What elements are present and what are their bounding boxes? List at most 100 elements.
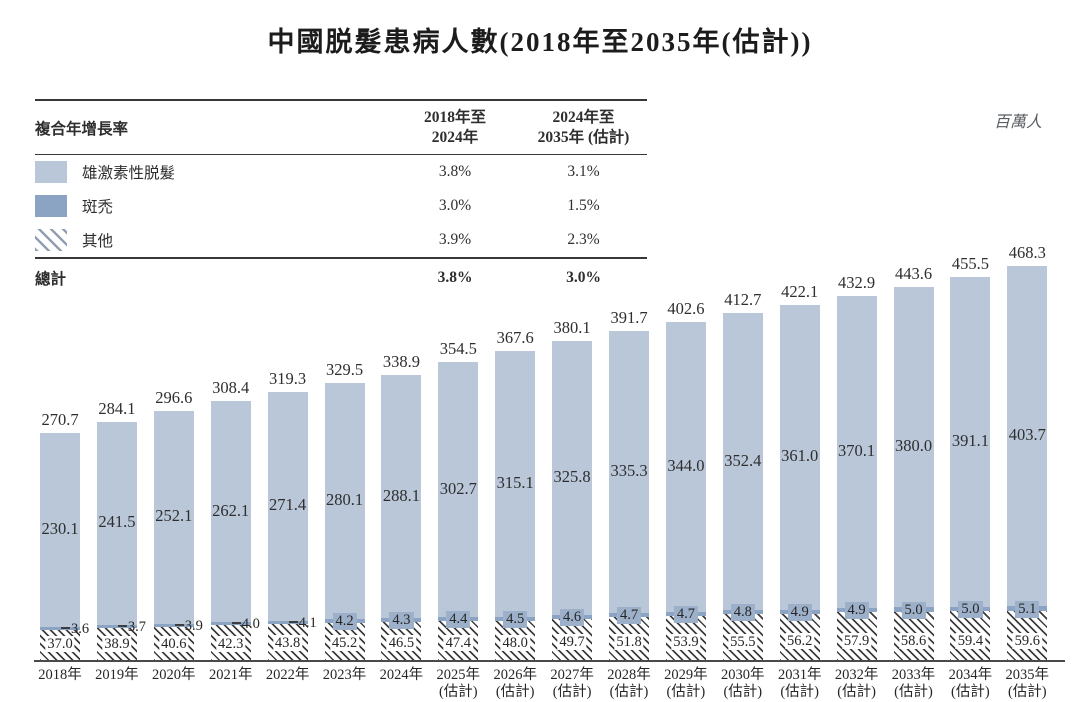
x-tick-year: 2024年 bbox=[379, 667, 424, 683]
androgenetic-value-label: 288.1 bbox=[382, 485, 420, 505]
x-tick-year: 2018年 bbox=[38, 667, 82, 683]
total-cagr-value: 3.8% bbox=[437, 269, 473, 286]
other-hatch-swatch-icon bbox=[35, 229, 67, 251]
total-value-label: 432.9 bbox=[838, 273, 876, 293]
androgenetic-value-label: 344.0 bbox=[667, 455, 705, 475]
areata-value-label: 4.3 bbox=[389, 611, 414, 629]
areata-value-label: 4.7 bbox=[616, 607, 642, 625]
areata-value-label: 4.1 bbox=[288, 615, 317, 632]
cagr-value: 1.5% bbox=[567, 197, 600, 214]
other-value-label: 53.9 bbox=[671, 633, 701, 650]
total-value-label: 270.7 bbox=[41, 409, 79, 429]
bar-2018年: 270.7 230.1 3.6 37.0 bbox=[40, 410, 89, 661]
areata-value-label: 5.0 bbox=[958, 600, 983, 618]
cagr-value: 3.9% bbox=[438, 231, 472, 248]
other-value-label: 37.0 bbox=[45, 636, 75, 653]
androgenetic-value-label: 262.1 bbox=[212, 500, 250, 520]
table-total-rule bbox=[35, 257, 647, 259]
other-value-label: 45.2 bbox=[329, 635, 360, 652]
bar-2020年: 296.6 252.1 3.9 40.6 bbox=[153, 388, 203, 661]
other-value-label: 59.4 bbox=[955, 633, 986, 649]
bar-2032年: 432.9 370.1 4.9 57.9 bbox=[836, 273, 877, 661]
androgenetic-value-label: 361.0 bbox=[781, 446, 819, 466]
bar-2021年: 308.4 262.1 4.0 42.3 bbox=[210, 378, 260, 661]
x-tick-estimate-note: (估計) bbox=[552, 684, 592, 700]
x-tick-label: 2030年 (估計) bbox=[721, 667, 765, 701]
legend-row-areata: 斑禿 3.0% 1.5% bbox=[35, 189, 647, 223]
bar-2035年: 468.3 403.7 5.1 59.6 bbox=[1007, 243, 1048, 661]
table-header-row: 複合年增長率 2018年至 2024年 2024年至 2035年 (估計) bbox=[35, 101, 647, 154]
androgenetic-value-label: 252.1 bbox=[155, 506, 193, 526]
areata-value-label: 4.5 bbox=[503, 610, 528, 628]
androgenetic-value-label: 325.8 bbox=[553, 466, 591, 486]
total-value-label: 354.5 bbox=[439, 339, 477, 359]
androgenetic-value-label: 403.7 bbox=[1008, 425, 1046, 445]
areata-swatch-icon bbox=[35, 195, 67, 217]
leader-tick-icon bbox=[174, 623, 184, 626]
x-tick-year: 2032年 bbox=[834, 667, 879, 683]
segment-areata bbox=[153, 623, 194, 627]
segment-androgenetic bbox=[665, 321, 706, 612]
segment-androgenetic bbox=[893, 287, 934, 608]
x-tick-label: 2029年 (估計) bbox=[664, 667, 708, 701]
segment-androgenetic bbox=[210, 401, 251, 622]
col2-line1: 2024年至 bbox=[552, 109, 615, 126]
androgenetic-value-label: 370.1 bbox=[838, 441, 876, 461]
areata-value-label: 5.1 bbox=[1015, 600, 1040, 618]
x-tick-label: 2021年 bbox=[209, 667, 253, 684]
legend-row-androgenetic: 雄激素性脱髮 3.8% 3.1% bbox=[35, 155, 647, 189]
total-value-label: 284.1 bbox=[98, 398, 136, 418]
x-axis-line bbox=[34, 660, 1065, 662]
cagr-value: 2.3% bbox=[567, 231, 600, 248]
segment-androgenetic bbox=[267, 391, 308, 621]
areata-value-label: 4.4 bbox=[446, 611, 471, 629]
total-value-label: 422.1 bbox=[781, 282, 819, 302]
x-tick-year: 2029年 bbox=[664, 667, 708, 683]
total-value-label: 391.7 bbox=[610, 307, 648, 327]
x-tick-year: 2031年 bbox=[777, 667, 822, 683]
leader-tick-icon bbox=[288, 621, 298, 624]
total-value-label: 329.5 bbox=[325, 360, 364, 380]
segment-areata bbox=[267, 620, 308, 625]
cagr-value: 3.1% bbox=[567, 163, 600, 180]
areata-value-label: 3.6 bbox=[61, 621, 89, 638]
x-tick-label: 2034年 (估計) bbox=[949, 667, 993, 701]
legend-row-other: 其他 3.9% 2.3% bbox=[35, 223, 647, 257]
total-value-label: 296.6 bbox=[155, 387, 193, 407]
x-tick-year: 2028年 bbox=[607, 667, 651, 683]
androgenetic-value-label: 230.1 bbox=[41, 518, 79, 538]
table-header-label: 複合年增長率 bbox=[35, 121, 129, 138]
segment-androgenetic bbox=[96, 421, 137, 626]
areata-value-label: 4.2 bbox=[332, 612, 357, 630]
total-value-label: 338.9 bbox=[382, 352, 420, 372]
x-tick-year: 2033年 bbox=[891, 667, 936, 683]
bar-2026年: 367.6 315.1 4.5 48.0 bbox=[495, 328, 536, 661]
bar-2023年: 329.5 280.1 4.2 45.2 bbox=[324, 360, 365, 661]
total-value-label: 402.6 bbox=[667, 298, 705, 318]
other-value-label: 43.8 bbox=[272, 635, 303, 652]
segment-areata bbox=[210, 621, 251, 626]
total-value-label: 468.3 bbox=[1008, 243, 1046, 263]
segment-androgenetic bbox=[836, 296, 877, 609]
col2-line2: 2035年 (估計) bbox=[537, 129, 630, 146]
x-tick-year: 2034年 bbox=[948, 667, 993, 683]
areata-value-label: 4.7 bbox=[673, 605, 698, 623]
other-value-label: 57.9 bbox=[841, 633, 872, 650]
other-value-label: 58.6 bbox=[898, 633, 929, 650]
other-value-label: 40.6 bbox=[159, 635, 189, 652]
x-tick-year: 2021年 bbox=[208, 667, 253, 683]
x-tick-estimate-note: (估計) bbox=[837, 684, 876, 700]
legend-label: 雄激素性脱髮 bbox=[82, 165, 176, 182]
x-tick-year: 2025年 bbox=[436, 667, 481, 683]
areata-value-label: 3.7 bbox=[117, 619, 146, 636]
segment-androgenetic bbox=[495, 351, 536, 617]
bar-2030年: 412.7 352.4 4.8 55.5 bbox=[722, 290, 763, 661]
cagr-value: 3.0% bbox=[438, 197, 472, 214]
other-value-label: 47.4 bbox=[443, 634, 473, 651]
segment-androgenetic bbox=[950, 277, 991, 607]
x-tick-year: 2030年 bbox=[721, 667, 765, 683]
bar-2024年: 338.9 288.1 4.3 46.5 bbox=[381, 352, 422, 661]
x-tick-estimate-note: (估計) bbox=[666, 684, 706, 700]
total-label: 總計 bbox=[35, 271, 67, 288]
x-tick-year: 2019年 bbox=[95, 667, 139, 683]
